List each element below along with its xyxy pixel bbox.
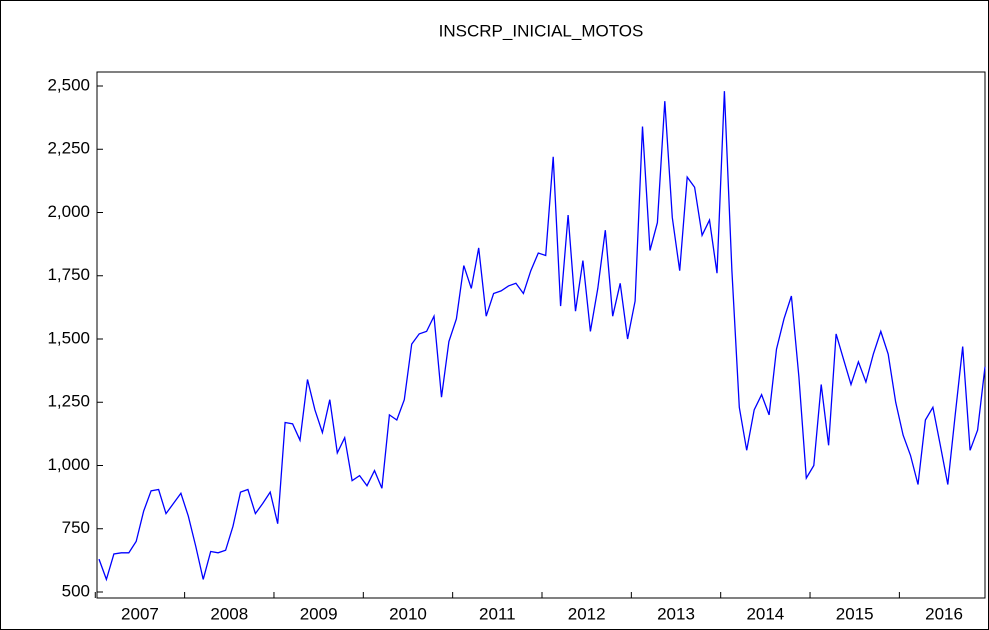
x-tick-label: 2010 <box>389 604 427 623</box>
y-tick-label: 1,750 <box>47 265 90 284</box>
x-tick-label: 2013 <box>657 604 695 623</box>
y-tick-label: 750 <box>62 518 90 537</box>
y-tick-label: 1,000 <box>47 455 90 474</box>
x-tick-label: 2007 <box>121 604 159 623</box>
x-tick-label: 2009 <box>300 604 338 623</box>
x-tick-label: 2008 <box>210 604 248 623</box>
chart-title: INSCRP_INICIAL_MOTOS <box>439 21 644 40</box>
y-tick-label: 2,000 <box>47 202 90 221</box>
series-line <box>98 91 986 582</box>
plot-frame <box>96 71 986 599</box>
y-tick-label: 1,250 <box>47 392 90 411</box>
x-tick-label: 2016 <box>925 604 963 623</box>
y-tick-label: 500 <box>62 581 90 600</box>
x-tick-label: 2012 <box>568 604 606 623</box>
y-tick-label: 1,500 <box>47 328 90 347</box>
y-tick-label: 2,500 <box>47 75 90 94</box>
x-tick-label: 2011 <box>479 604 516 623</box>
y-tick-label: 2,250 <box>47 139 90 158</box>
x-tick-label: 2014 <box>746 604 784 623</box>
x-tick-label: 2015 <box>836 604 874 623</box>
